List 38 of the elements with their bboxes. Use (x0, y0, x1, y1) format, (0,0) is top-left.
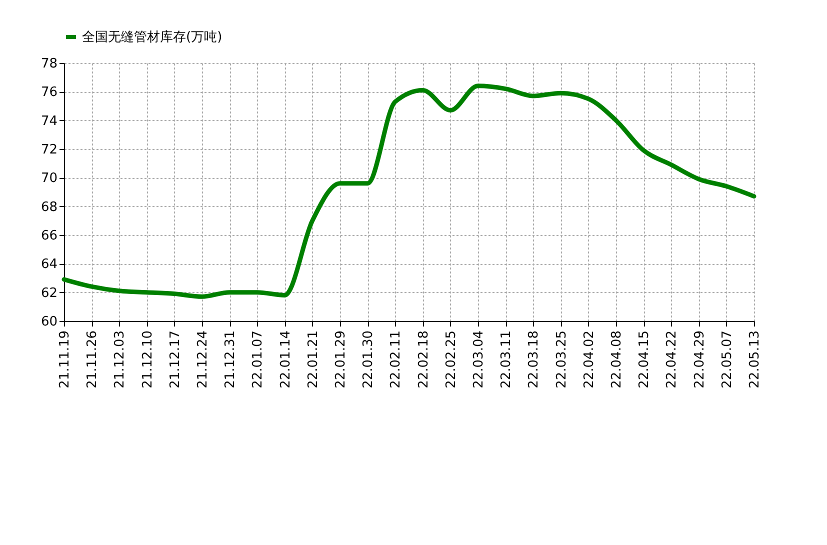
x-tick-label: 22.03.18 (526, 330, 542, 388)
x-tick-label: 22.03.11 (499, 330, 514, 388)
x-tick-label: 21.12.31 (223, 330, 238, 388)
y-tick-label: 74 (40, 114, 58, 129)
y-tick-label: 78 (40, 56, 58, 72)
y-tick-label: 60 (40, 314, 58, 330)
y-tick-label: 66 (40, 228, 58, 244)
x-tick-label: 22.04.29 (692, 330, 708, 388)
x-tick-label: 22.04.02 (582, 330, 597, 388)
y-tick-label: 76 (40, 85, 58, 100)
y-tick-label: 72 (40, 142, 58, 158)
y-tick-label: 64 (40, 257, 58, 272)
x-tick-label: 21.12.10 (140, 330, 156, 388)
x-tick-label: 21.11.19 (58, 330, 72, 388)
x-tick-label: 22.04.22 (664, 330, 680, 388)
x-tick-label: 22.01.30 (361, 330, 376, 388)
y-tick-label: 68 (40, 200, 58, 215)
y-tick-label: 70 (40, 171, 58, 186)
x-tick-label: 22.01.07 (250, 330, 266, 388)
x-tick-label: 22.05.13 (748, 330, 762, 388)
x-tick-label: 22.03.04 (472, 330, 486, 388)
line-series (62, 84, 756, 299)
x-tick-label: 21.12.03 (112, 330, 128, 388)
x-tick-label: 21.11.26 (85, 330, 100, 388)
x-tick-label: 22.03.25 (554, 330, 570, 388)
x-tick-label: 22.01.29 (334, 330, 348, 388)
y-tick-label: 62 (40, 286, 58, 301)
x-tick-label: 22.01.21 (306, 330, 321, 388)
x-tick-label: 21.12.17 (168, 330, 183, 388)
x-tick-label: 22.04.15 (637, 330, 652, 388)
x-tick-label: 22.01.14 (278, 330, 294, 388)
x-tick-label: 21.12.24 (196, 330, 210, 388)
x-tick-label: 22.02.11 (388, 330, 404, 388)
x-tick-label: 22.05.07 (720, 330, 735, 388)
x-tick-label: 22.02.18 (416, 330, 432, 388)
legend-label: 全国无缝管材库存(万吨) (82, 30, 222, 45)
x-tick-label: 22.02.25 (444, 330, 459, 388)
x-tick-label: 22.04.08 (610, 330, 624, 388)
